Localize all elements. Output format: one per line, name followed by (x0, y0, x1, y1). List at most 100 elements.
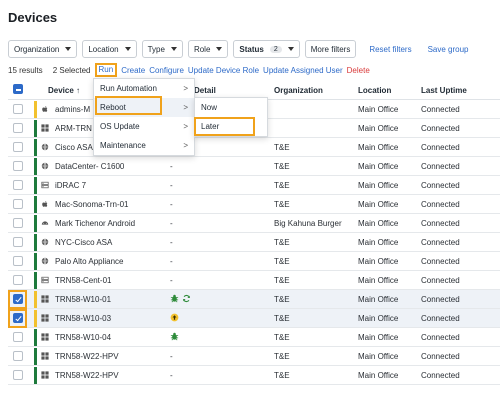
row-checkbox[interactable] (13, 180, 23, 190)
device-name-link[interactable]: DataCenter- C1600 (55, 162, 125, 171)
detail-column-header[interactable]: Detail (194, 86, 216, 95)
configure-action-link[interactable]: Configure (149, 65, 184, 75)
row-checkbox[interactable] (13, 332, 23, 342)
row-checkbox[interactable] (13, 142, 23, 152)
table-row[interactable]: Mac-Sonoma-Trn-01 - T&E Main Office Conn… (8, 195, 500, 214)
save-group-link[interactable]: Save group (427, 44, 469, 54)
row-checkbox[interactable] (13, 199, 23, 209)
location-cell: Main Office (358, 333, 399, 342)
location-column-header[interactable]: Location (358, 86, 392, 95)
device-name-link[interactable]: Mark Tichenor Android (55, 219, 136, 228)
row-checkbox[interactable] (13, 313, 23, 323)
type-filter[interactable]: Type (141, 40, 183, 58)
detail-cell: - (170, 181, 173, 190)
device-name-link[interactable]: TRN58-W10-04 (55, 333, 112, 342)
update-device-role-link[interactable]: Update Device Role (187, 65, 260, 75)
table-row[interactable]: TRN58-W10-04 T&E Main Office Connected (8, 328, 500, 347)
device-name-link[interactable]: TRN58-W10-03 (55, 314, 112, 323)
device-name-link[interactable]: Mac-Sonoma-Trn-01 (55, 200, 129, 209)
apple-icon (41, 200, 49, 208)
row-checkbox[interactable] (13, 275, 23, 285)
table-row[interactable]: Palo Alto Appliance - T&E Main Office Co… (8, 252, 500, 271)
table-row[interactable]: TRN58-W10-01 T&E Main Office Connected (8, 290, 500, 309)
device-name-link[interactable]: TRN58-W22-HPV (55, 371, 119, 380)
location-cell: Main Office (358, 295, 399, 304)
status-stripe (34, 253, 37, 270)
device-name-link[interactable]: NYC-Cisco ASA (55, 238, 113, 247)
detail-cell: - (170, 352, 173, 361)
location-cell: Main Office (358, 276, 399, 285)
later-highlight (194, 117, 255, 136)
location-cell: Main Office (358, 105, 399, 114)
reboot-item[interactable]: Reboot > (94, 98, 194, 117)
reset-filters-link[interactable]: Reset filters (369, 44, 412, 54)
uptime-cell: Connected (421, 257, 460, 266)
device-name-link[interactable]: TRN58-Cent-01 (55, 276, 112, 285)
create-action-link[interactable]: Create (121, 65, 146, 75)
table-row[interactable]: TRN58-W10-03 T&E Main Office Connected (8, 309, 500, 328)
row-checkbox[interactable] (13, 256, 23, 266)
row-checkbox[interactable] (13, 351, 23, 361)
device-name-link[interactable]: TRN58-W10-01 (55, 295, 112, 304)
status-stripe (34, 196, 37, 213)
bug-icon (170, 332, 179, 343)
row-checkbox[interactable] (13, 370, 23, 380)
status-filter[interactable]: Status 2 (233, 40, 300, 58)
os-update-item[interactable]: OS Update > (100, 122, 188, 131)
reboot-later-item[interactable]: Later (201, 122, 220, 131)
reboot-now-item[interactable]: Now (201, 103, 218, 112)
row-checkbox[interactable] (13, 161, 23, 171)
reboot-highlight (95, 96, 162, 115)
table-row[interactable]: TRN58-Cent-01 - T&E Main Office Connecte… (8, 271, 500, 290)
status-stripe (34, 101, 37, 118)
chevron-down-icon (170, 47, 177, 51)
device-name-link[interactable]: admins-M (55, 105, 91, 114)
last-uptime-column-header[interactable]: Last Uptime (421, 86, 467, 95)
maintenance-item[interactable]: Maintenance > (100, 141, 188, 150)
table-row[interactable]: TRN58-W22-HPV - T&E Main Office Connecte… (8, 347, 500, 366)
table-row[interactable]: NYC-Cisco ASA - T&E Main Office Connecte… (8, 233, 500, 252)
row-checkbox[interactable] (13, 294, 23, 304)
location-cell: Main Office (358, 143, 399, 152)
globe-icon (41, 257, 49, 265)
location-cell: Main Office (358, 181, 399, 190)
row-checkbox[interactable] (13, 123, 23, 133)
device-name-link[interactable]: Cisco ASA (55, 143, 93, 152)
table-row[interactable]: Mark Tichenor Android - Big Kahuna Burge… (8, 214, 500, 233)
organization-filter[interactable]: Organization (8, 40, 78, 58)
table-row[interactable]: ARM-TRN Main Office Connected (8, 119, 500, 138)
detail-cell: - (170, 162, 173, 171)
chevron-right-icon: > (183, 84, 188, 93)
device-name-link[interactable]: TRN58-W22-HPV (55, 352, 119, 361)
results-count: 15 results (8, 65, 43, 75)
role-filter[interactable]: Role (187, 40, 229, 58)
device-name-link[interactable]: ARM-TRN (55, 124, 92, 133)
run-action-link[interactable]: Run (94, 63, 118, 77)
table-row[interactable]: iDRAC 7 - T&E Main Office Connected (8, 176, 500, 195)
location-filter[interactable]: Location (82, 40, 137, 58)
select-all-checkbox[interactable] (13, 84, 23, 94)
delete-action-link[interactable]: Delete (346, 65, 370, 75)
windows-icon (41, 124, 49, 132)
chevron-down-icon (124, 47, 131, 51)
apple-icon (41, 105, 49, 113)
detail-cell: - (170, 257, 173, 266)
row-checkbox[interactable] (13, 104, 23, 114)
table-row[interactable]: Cisco ASA T&E Main Office Connected (8, 138, 500, 157)
run-menu: Run Automation > Reboot > OS Update > Maint… (93, 78, 195, 156)
update-assigned-user-link[interactable]: Update Assigned User (263, 65, 343, 75)
table-row[interactable]: TRN58-W22-HPV - T&E Main Office Connecte… (8, 366, 500, 385)
chevron-down-icon (216, 47, 223, 51)
location-cell: Main Office (358, 124, 399, 133)
uptime-cell: Connected (421, 371, 460, 380)
more-filters-button[interactable]: More filters (304, 40, 357, 58)
organization-column-header[interactable]: Organization (274, 86, 323, 95)
row-checkbox[interactable] (13, 237, 23, 247)
uptime-cell: Connected (421, 200, 460, 209)
table-row[interactable]: DataCenter- C1600 - T&E Main Office Conn… (8, 157, 500, 176)
device-name-link[interactable]: iDRAC 7 (55, 181, 87, 190)
device-name-link[interactable]: Palo Alto Appliance (55, 257, 124, 266)
row-checkbox[interactable] (13, 218, 23, 228)
run-automation-item[interactable]: Run Automation > (100, 84, 188, 93)
device-column-header[interactable]: Device ↑ (48, 86, 81, 95)
